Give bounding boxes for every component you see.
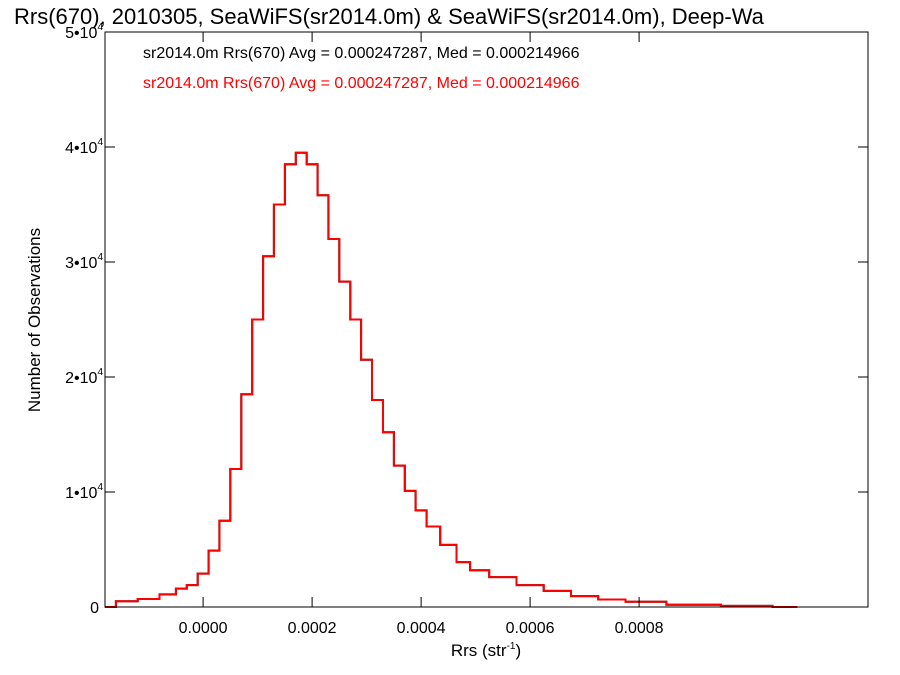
y-axis-label: Number of Observations [25,228,44,412]
x-axis-label-text: Rrs (str [451,641,507,660]
x-axis-label-superscript: -1 [507,641,516,652]
x-tick-label-2: 0.0004 [397,620,446,637]
x-axis-label: Rrs (str-1) [451,641,521,660]
legend-entry-1: sr2014.0m Rrs(670) Avg = 0.000247287, Me… [143,75,580,92]
y-tick-label-0: 0 [90,600,99,617]
x-tick-label-4: 0.0008 [615,620,664,637]
series-line-0 [105,151,798,608]
x-axis-label-close: ) [515,641,521,660]
x-axis-ticks: 0.0000 0.0002 0.0004 0.0006 0.0008 [179,32,664,637]
legend: sr2014.0m Rrs(670) Avg = 0.000247287, Me… [143,45,580,92]
plot-marks [105,151,798,608]
x-tick-label-1: 0.0002 [288,620,337,637]
plot-frame [104,31,869,608]
x-tick-label-3: 0.0006 [506,620,555,637]
legend-entry-0: sr2014.0m Rrs(670) Avg = 0.000247287, Me… [143,45,580,62]
y-tick-label-2: 2•104 [65,367,103,387]
y-tick-label-4: 4•104 [65,137,103,157]
y-tick-label-1: 1•104 [65,482,103,502]
y-axis-label-group: Number of Observations [25,228,44,412]
chart-title: Rrs(670), 2010305, SeaWiFS(sr2014.0m) & … [14,4,765,29]
series-line-1 [105,151,798,608]
y-tick-label-5: 5•104 [65,22,103,42]
y-tick-label-3: 3•104 [65,252,103,272]
y-axis-ticks: 0 1•104 2•104 3•104 4•104 5•104 [65,22,868,617]
x-tick-label-0: 0.0000 [179,620,228,637]
